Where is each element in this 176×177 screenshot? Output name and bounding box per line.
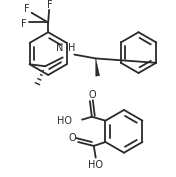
Text: O: O: [88, 90, 96, 100]
Text: N: N: [56, 43, 64, 53]
Text: O: O: [69, 133, 76, 143]
Polygon shape: [96, 58, 100, 76]
Text: F: F: [24, 4, 30, 14]
Text: HO: HO: [57, 116, 72, 126]
Text: F: F: [47, 0, 53, 10]
Text: H: H: [68, 43, 75, 53]
Text: HO: HO: [88, 160, 103, 170]
Text: F: F: [21, 19, 27, 29]
